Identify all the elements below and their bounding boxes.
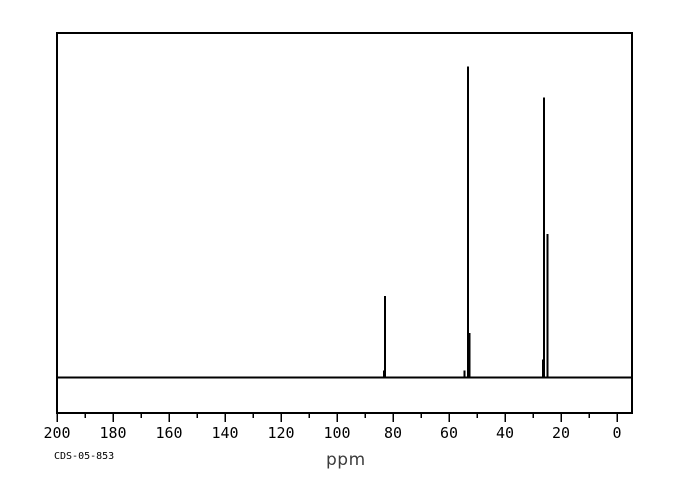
x-axis-tick-label: 60 [440, 424, 458, 442]
x-axis-tick-label: 180 [99, 424, 126, 442]
x-axis-tick-label: 120 [267, 424, 294, 442]
x-axis-tick-label: 80 [384, 424, 402, 442]
x-axis-tick-label: 140 [211, 424, 238, 442]
spectrum-id-label: CDS-05-853 [54, 451, 115, 462]
x-axis-tick-label: 0 [612, 424, 621, 442]
x-axis-tick-label: 200 [43, 424, 70, 442]
x-axis-tick-label: 40 [496, 424, 514, 442]
x-axis-unit-label: ppm [326, 450, 366, 470]
plot-border [56, 32, 633, 414]
x-axis-tick-label: 100 [323, 424, 350, 442]
x-axis-tick-label: 160 [155, 424, 182, 442]
x-axis-tick-label: 20 [552, 424, 570, 442]
